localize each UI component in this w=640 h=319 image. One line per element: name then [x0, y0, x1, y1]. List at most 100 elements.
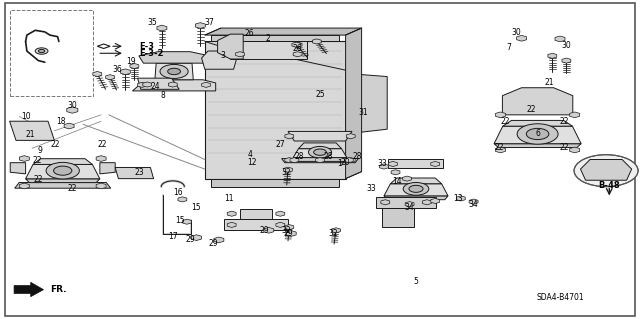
- Circle shape: [54, 166, 72, 175]
- Text: 3: 3: [220, 51, 225, 60]
- Polygon shape: [214, 237, 224, 243]
- Text: SDA4-B4701: SDA4-B4701: [536, 293, 584, 302]
- Polygon shape: [10, 163, 26, 174]
- Polygon shape: [391, 170, 400, 175]
- Polygon shape: [157, 25, 167, 31]
- Text: 11: 11: [225, 194, 234, 203]
- Text: 22: 22: [560, 143, 569, 152]
- Text: 29: 29: [186, 235, 196, 244]
- Polygon shape: [182, 219, 191, 224]
- Polygon shape: [285, 134, 294, 139]
- Text: 22: 22: [68, 184, 77, 193]
- Text: 20: 20: [340, 158, 351, 167]
- Circle shape: [38, 49, 45, 53]
- Text: 32: 32: [328, 229, 338, 238]
- Polygon shape: [346, 75, 368, 91]
- Text: 4: 4: [247, 150, 252, 159]
- Text: 22: 22: [560, 117, 569, 126]
- Circle shape: [168, 68, 180, 75]
- Polygon shape: [503, 121, 572, 126]
- Polygon shape: [10, 121, 54, 140]
- Circle shape: [526, 128, 549, 140]
- Text: 33: 33: [378, 159, 388, 168]
- Polygon shape: [264, 227, 274, 233]
- Polygon shape: [494, 144, 581, 147]
- Text: 36: 36: [112, 65, 122, 74]
- Polygon shape: [282, 159, 358, 163]
- Text: 15: 15: [175, 216, 186, 225]
- Text: 25: 25: [315, 90, 325, 99]
- Polygon shape: [293, 42, 302, 47]
- Polygon shape: [286, 231, 296, 236]
- Polygon shape: [380, 164, 388, 169]
- Polygon shape: [293, 52, 302, 57]
- Polygon shape: [403, 176, 412, 181]
- Polygon shape: [211, 179, 339, 187]
- Text: 28: 28: [295, 152, 304, 161]
- Text: 21: 21: [26, 130, 35, 139]
- Text: 14: 14: [392, 177, 402, 186]
- Polygon shape: [316, 158, 324, 163]
- Polygon shape: [548, 53, 557, 58]
- Text: 17: 17: [168, 232, 178, 241]
- Polygon shape: [218, 34, 243, 59]
- Text: 6: 6: [535, 130, 540, 138]
- Text: 27: 27: [275, 140, 285, 149]
- Circle shape: [403, 182, 429, 195]
- Polygon shape: [382, 208, 414, 227]
- Polygon shape: [202, 51, 237, 69]
- Text: E-3: E-3: [140, 42, 154, 51]
- Polygon shape: [502, 88, 573, 115]
- Polygon shape: [227, 211, 236, 216]
- Polygon shape: [15, 182, 111, 188]
- Text: 31: 31: [358, 108, 369, 117]
- Circle shape: [574, 155, 638, 187]
- Polygon shape: [346, 73, 387, 134]
- Polygon shape: [138, 82, 147, 87]
- Polygon shape: [384, 196, 448, 200]
- Polygon shape: [132, 80, 216, 91]
- Text: 35: 35: [147, 19, 157, 27]
- Polygon shape: [344, 158, 353, 163]
- Text: 22: 22: [98, 140, 107, 149]
- Circle shape: [517, 124, 558, 144]
- Polygon shape: [405, 202, 414, 207]
- Polygon shape: [195, 23, 205, 28]
- Polygon shape: [570, 112, 580, 118]
- Text: 28: 28: [353, 152, 362, 161]
- Polygon shape: [422, 200, 431, 205]
- Polygon shape: [230, 41, 307, 59]
- Polygon shape: [67, 107, 78, 113]
- Text: 32: 32: [281, 168, 291, 177]
- Polygon shape: [381, 200, 390, 205]
- Polygon shape: [143, 82, 152, 87]
- Polygon shape: [191, 235, 202, 241]
- Polygon shape: [390, 178, 442, 184]
- Polygon shape: [562, 58, 571, 63]
- Polygon shape: [205, 41, 346, 179]
- Polygon shape: [285, 158, 294, 163]
- Text: 26: 26: [292, 44, 303, 53]
- Text: 18: 18: [56, 117, 65, 126]
- Text: 30: 30: [511, 28, 522, 37]
- Text: 12: 12: [248, 158, 257, 167]
- Text: 8: 8: [161, 91, 166, 100]
- Text: 30: 30: [67, 101, 77, 110]
- Polygon shape: [285, 225, 294, 230]
- Polygon shape: [292, 42, 301, 47]
- Text: 21: 21: [545, 78, 554, 87]
- Polygon shape: [26, 165, 100, 179]
- Polygon shape: [431, 198, 440, 204]
- Polygon shape: [312, 39, 321, 44]
- Polygon shape: [494, 126, 581, 144]
- Text: 22: 22: [495, 143, 504, 152]
- Polygon shape: [224, 219, 288, 230]
- Polygon shape: [580, 160, 632, 180]
- Polygon shape: [100, 163, 115, 174]
- Text: 24: 24: [150, 82, 161, 91]
- Polygon shape: [96, 156, 106, 161]
- Text: 37: 37: [204, 18, 214, 27]
- Polygon shape: [120, 69, 131, 75]
- Polygon shape: [570, 147, 580, 153]
- Polygon shape: [227, 222, 236, 227]
